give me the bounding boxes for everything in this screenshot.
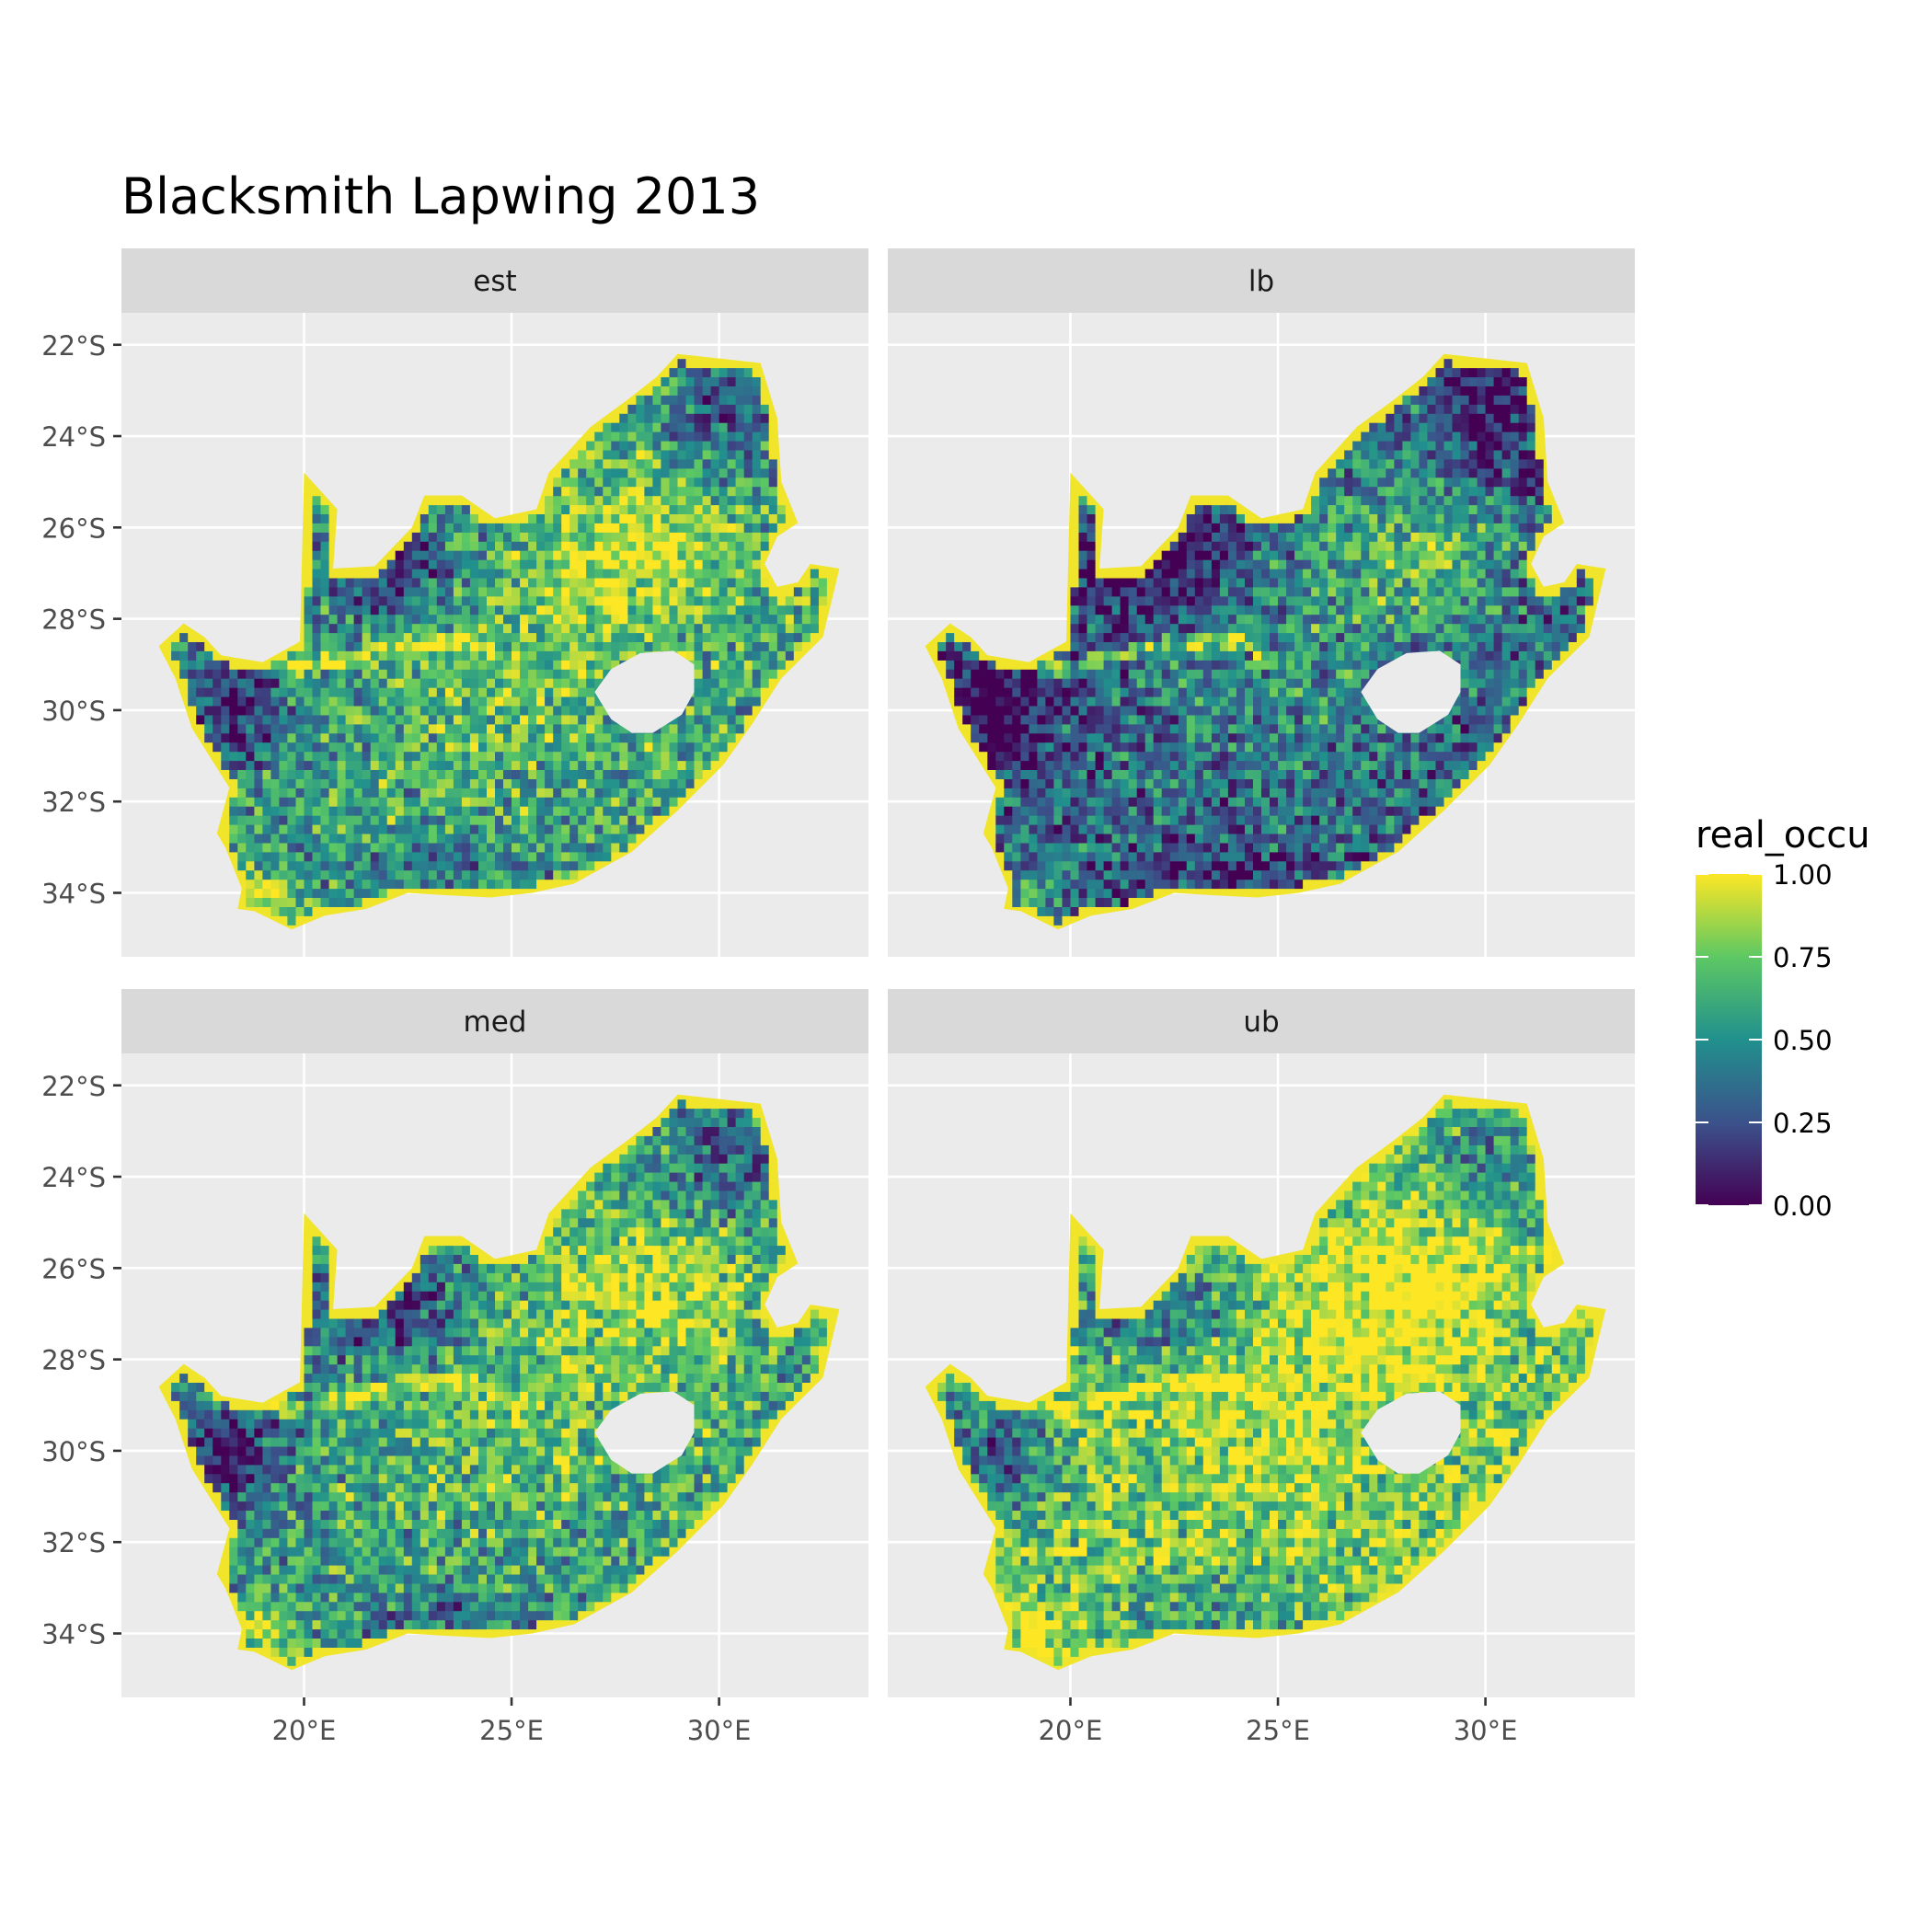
y-axis-tick-label: 28°S xyxy=(41,604,106,636)
x-axis-tick-label: 30°E xyxy=(687,1715,752,1746)
y-axis-tick-label: 26°S xyxy=(41,512,106,544)
facet-strip xyxy=(888,248,1635,313)
y-axis-tick-label: 28°S xyxy=(41,1345,106,1376)
x-axis-tick-label: 25°E xyxy=(479,1715,544,1746)
facet-panel-med: med 22°S 24°S 26°S 28°S 30°S 32°S 34°S 20°E 25°E 3… xyxy=(41,989,868,1746)
facet-strip xyxy=(121,248,868,313)
facet-panel-lb: lb xyxy=(888,248,1635,957)
y-axis-tick-label: 26°S xyxy=(41,1253,106,1284)
legend-title: real_occu xyxy=(1696,814,1870,857)
y-axis-tick-label: 32°S xyxy=(41,1527,106,1558)
facet-strip-label: ub xyxy=(1243,1006,1279,1039)
facet-strip-label: lb xyxy=(1248,265,1274,298)
y-axis-tick-label: 32°S xyxy=(41,787,106,818)
y-axis-tick-label: 30°S xyxy=(41,696,106,727)
figure-title: Blacksmith Lapwing 2013 xyxy=(121,167,760,225)
facet-strip xyxy=(888,989,1635,1053)
facet-strip-label: est xyxy=(473,265,516,298)
legend-colorbar: 1.00 0.75 0.50 0.25 0.00 xyxy=(1696,859,1833,1222)
x-axis-tick-label: 25°E xyxy=(1246,1715,1310,1746)
y-axis-tick-label: 24°S xyxy=(41,421,106,453)
y-axis-tick-label: 24°S xyxy=(41,1162,106,1193)
colorbar-tick-label: 0.25 xyxy=(1773,1108,1833,1139)
colorbar-tick-label: 0.00 xyxy=(1773,1190,1833,1222)
y-axis-tick-label: 30°S xyxy=(41,1436,106,1467)
facet-panel-est: est 22°S 24°S 26°S 28°S 30°S 32°S 34°S xyxy=(41,248,868,957)
x-axis-tick-label: 20°E xyxy=(1039,1715,1103,1746)
facet-strip xyxy=(121,989,868,1053)
y-axis-tick-label: 22°S xyxy=(41,1071,106,1102)
x-axis-tick-label: 20°E xyxy=(272,1715,337,1746)
facet-strip-label: med xyxy=(464,1006,527,1039)
y-axis-tick-label: 34°S xyxy=(41,1618,106,1650)
y-axis-tick-label: 22°S xyxy=(41,330,106,362)
colorbar-tick-label: 0.50 xyxy=(1773,1025,1833,1056)
facet-panel-ub: ub 20°E 25°E 30°E xyxy=(888,989,1635,1746)
colorbar-tick-label: 1.00 xyxy=(1773,859,1833,891)
y-axis-tick-label: 34°S xyxy=(41,878,106,909)
colorbar-tick-label: 0.75 xyxy=(1773,942,1833,973)
x-axis-tick-label: 30°E xyxy=(1454,1715,1518,1746)
